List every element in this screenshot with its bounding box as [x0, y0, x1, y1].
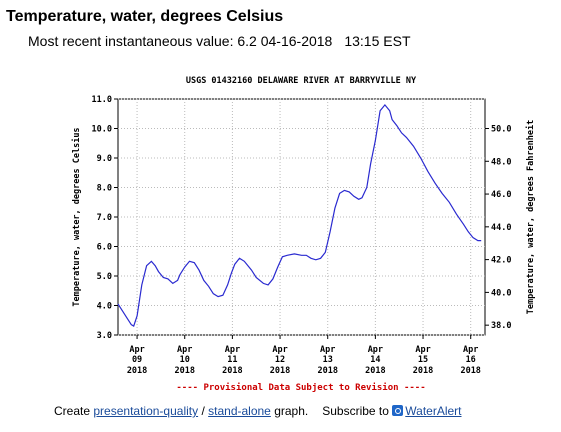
y-axis-left: 3.0 4.0 5.0 6.0 7.0 8.0 9.0 10.0 11.0	[92, 95, 118, 341]
page-heading: Temperature, water, degrees Celsius	[6, 8, 284, 25]
y-tick-label: 8.0	[97, 184, 112, 194]
y2-tick-label: 46.0	[491, 190, 511, 200]
grid-lines	[118, 98, 485, 336]
footer-slash: /	[201, 404, 205, 418]
y-axis-right: 38.0 40.0 42.0 44.0 46.0 48.0 50.0	[485, 125, 511, 331]
x-tick-label-mon: Apr	[177, 345, 192, 355]
x-tick-label-day: 12	[275, 355, 285, 365]
x-tick-label-year: 2018	[222, 366, 242, 376]
x-tick-label-day: 14	[370, 355, 380, 365]
y-tick-label: 9.0	[97, 154, 112, 164]
presentation-quality-link[interactable]: presentation-quality	[93, 404, 199, 418]
y-tick-label: 7.0	[97, 213, 112, 223]
y-tick-label: 6.0	[97, 243, 112, 253]
x-tick-label-day: 11	[227, 355, 237, 365]
recent-value: 6.2	[237, 33, 257, 49]
y2-tick-label: 48.0	[491, 157, 511, 167]
x-tick-label-year: 2018	[317, 366, 337, 376]
chart-title: USGS 01432160 DELAWARE RIVER AT BARRYVIL…	[186, 76, 417, 86]
x-tick-label-day: 15	[418, 355, 428, 365]
x-tick-label-year: 2018	[270, 366, 290, 376]
recent-value-label: Most recent instantaneous value:	[28, 33, 234, 49]
x-tick-label-day: 13	[323, 355, 333, 365]
recent-value-line: Most recent instantaneous value: 6.2 04-…	[28, 33, 411, 49]
x-tick-label-mon: Apr	[225, 345, 240, 355]
wateralert-icon	[392, 405, 404, 416]
y2-tick-label: 38.0	[491, 321, 511, 331]
recent-time: 13:15 EST	[344, 33, 411, 49]
x-axis: Apr092018Apr102018Apr112018Apr122018Apr1…	[127, 335, 481, 376]
y2-tick-label: 50.0	[491, 125, 511, 135]
y-tick-label: 10.0	[92, 125, 112, 135]
recent-date: 04-16-2018	[260, 33, 333, 49]
y-tick-label: 5.0	[97, 272, 112, 282]
x-tick-label-year: 2018	[460, 366, 480, 376]
x-tick-label-mon: Apr	[463, 345, 478, 355]
series-line	[117, 103, 482, 327]
footer-subscribe: Subscribe to	[322, 404, 389, 418]
x-tick-label-day: 09	[132, 355, 142, 365]
provisional-note: ---- Provisional Data Subject to Revisio…	[176, 382, 425, 393]
stand-alone-link[interactable]: stand-alone	[208, 404, 271, 418]
x-tick-label-mon: Apr	[320, 345, 335, 355]
x-tick-label-day: 16	[466, 355, 476, 365]
wateralert-link[interactable]: WaterAlert	[405, 404, 462, 418]
footer-graph: graph.	[274, 404, 309, 418]
x-tick-label-year: 2018	[127, 366, 147, 376]
y2-tick-label: 42.0	[491, 256, 511, 266]
x-tick-label-mon: Apr	[129, 345, 144, 355]
x-tick-label-year: 2018	[413, 366, 433, 376]
footer: Create presentation-quality / stand-alon…	[54, 404, 462, 418]
x-tick-label-year: 2018	[365, 366, 385, 376]
y-axis-left-label: Temperature, water, degrees Celsius	[71, 127, 82, 306]
temperature-chart: USGS 01432160 DELAWARE RIVER AT BARRYVIL…	[71, 76, 536, 393]
x-tick-label-mon: Apr	[415, 345, 430, 355]
footer-create: Create	[54, 404, 91, 418]
y-axis-right-label: Temperature, water, degrees Fahrenheit	[525, 120, 536, 314]
y2-tick-label: 40.0	[491, 288, 511, 298]
x-tick-label-mon: Apr	[368, 345, 383, 355]
y-tick-label: 11.0	[92, 95, 112, 105]
x-tick-label-mon: Apr	[272, 345, 287, 355]
y2-tick-label: 44.0	[491, 223, 511, 233]
y-tick-label: 3.0	[97, 331, 112, 341]
x-tick-label-year: 2018	[174, 366, 194, 376]
y-tick-label: 4.0	[97, 302, 112, 312]
x-tick-label-day: 10	[180, 355, 190, 365]
